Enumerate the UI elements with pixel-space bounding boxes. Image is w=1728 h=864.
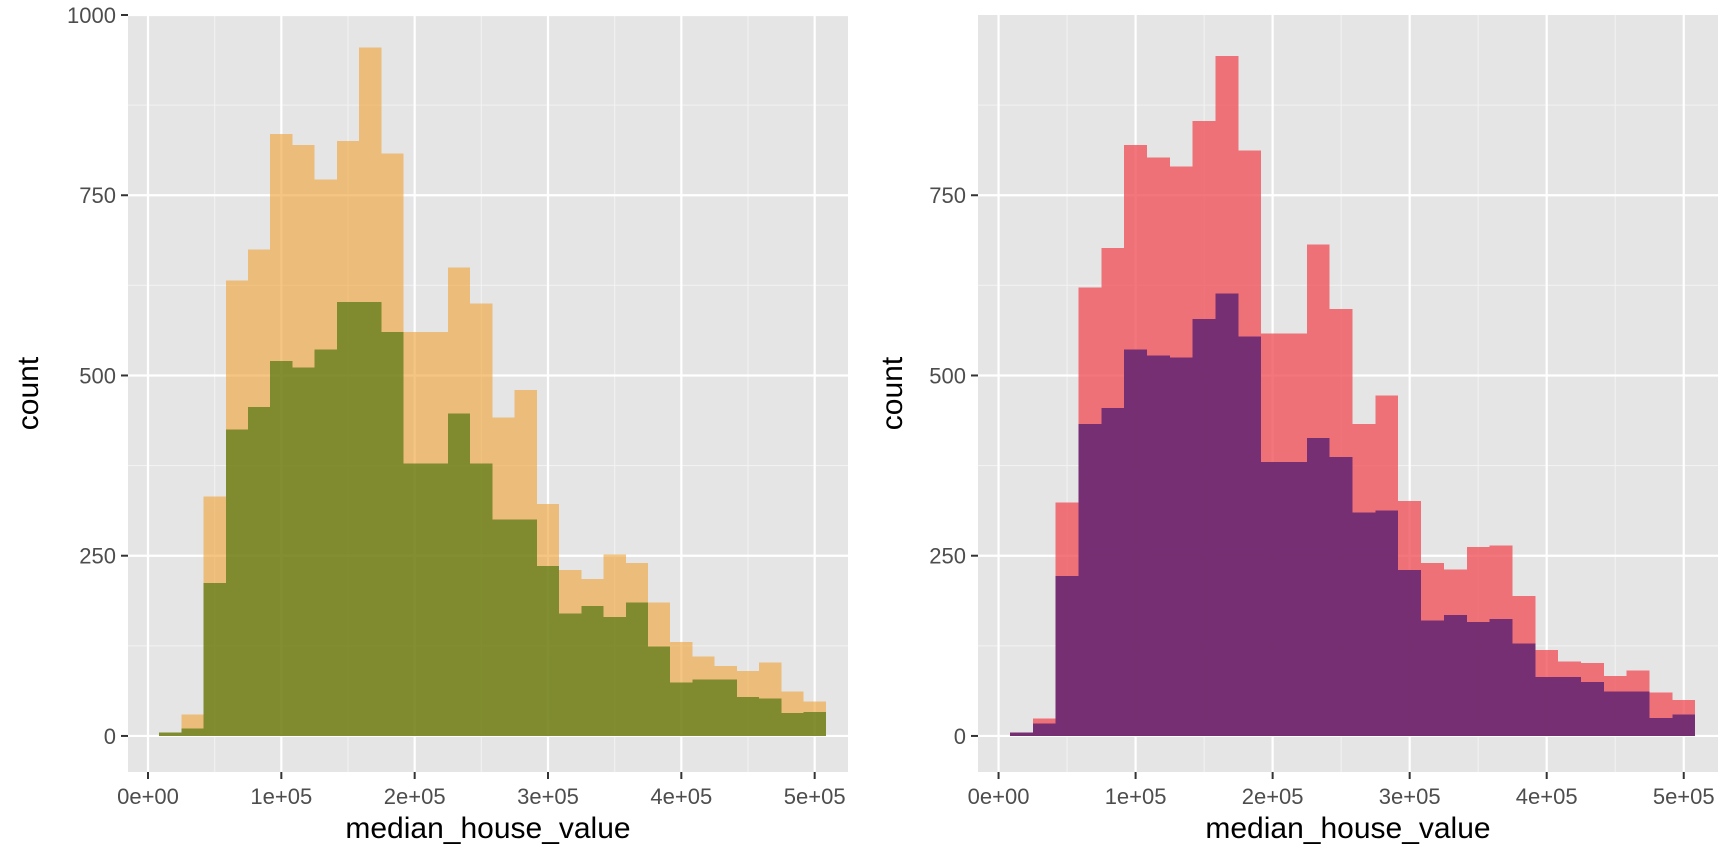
- histogram-bar: [403, 463, 426, 736]
- histogram-bar: [1626, 691, 1650, 736]
- histogram-bar: [359, 301, 382, 736]
- histogram-bar: [1215, 293, 1239, 736]
- histogram-bar: [803, 712, 826, 736]
- y-axis-title: count: [876, 356, 909, 430]
- histogram-bar: [1603, 691, 1627, 736]
- y-tick-label: 500: [929, 363, 966, 388]
- histogram-bar: [603, 616, 626, 736]
- histogram-bar: [581, 606, 604, 736]
- histogram-bar: [1261, 461, 1285, 736]
- histogram-bar: [1192, 319, 1216, 736]
- histogram-bar: [492, 519, 515, 736]
- histogram-bar: [714, 679, 737, 736]
- y-tick-label: 750: [929, 183, 966, 208]
- x-tick-label: 5e+05: [1653, 784, 1715, 809]
- histogram-bar: [448, 413, 471, 736]
- histogram-bar: [559, 613, 582, 736]
- y-tick-label: 1000: [67, 3, 116, 28]
- histogram-bar: [1124, 349, 1148, 736]
- histogram-bar: [1398, 570, 1422, 736]
- x-axis-title: median_house_value: [1205, 812, 1490, 845]
- x-tick-label: 0e+00: [117, 784, 179, 809]
- histogram-bar: [1055, 575, 1079, 736]
- histogram-bar: [470, 463, 493, 736]
- histogram-bar: [536, 565, 560, 736]
- histogram-bar: [225, 429, 248, 736]
- y-tick-label: 0: [954, 724, 966, 749]
- histogram-bar: [425, 463, 448, 736]
- histogram-bar: [314, 349, 337, 736]
- y-tick-label: 0: [104, 724, 116, 749]
- histogram-bar: [292, 367, 315, 736]
- histogram-bar: [159, 732, 182, 736]
- y-axis-title: count: [12, 356, 45, 430]
- histogram-bar: [625, 602, 648, 736]
- histogram-bar: [759, 698, 782, 736]
- histogram-bar: [381, 332, 404, 736]
- histogram-bar: [181, 728, 204, 736]
- x-tick-label: 0e+00: [968, 784, 1030, 809]
- histogram-panel-right: 0e+00 1e+05 2e+05 3e+05 4e+05 5e+05 0 250 500 750…: [876, 15, 1718, 845]
- histogram-bar: [1466, 622, 1490, 736]
- y-tick-label: 250: [79, 544, 116, 569]
- histogram-bar: [248, 407, 271, 736]
- histogram-bar: [1306, 438, 1330, 736]
- histogram-bar: [781, 712, 804, 736]
- histogram-bar: [648, 646, 671, 736]
- x-tick-label: 2e+05: [384, 784, 446, 809]
- histogram-bar: [736, 697, 760, 736]
- x-tick-label: 4e+05: [650, 784, 712, 809]
- x-tick-label: 5e+05: [784, 784, 846, 809]
- histogram-bar: [1443, 614, 1467, 736]
- histogram-bar: [1078, 423, 1102, 736]
- histogram-bar: [336, 301, 360, 736]
- histogram-bar: [1672, 714, 1696, 736]
- histogram-bar: [1284, 461, 1307, 736]
- histogram-bar: [1375, 510, 1399, 736]
- y-tick-label: 500: [79, 363, 116, 388]
- x-axis-title: median_house_value: [345, 812, 630, 845]
- histogram-bar: [1649, 717, 1673, 736]
- y-tick-label: 750: [79, 183, 116, 208]
- histogram-bar: [1512, 643, 1536, 736]
- histogram-bar: [270, 361, 293, 736]
- histogram-bar: [1329, 456, 1353, 736]
- histogram-bar: [1352, 512, 1376, 736]
- x-tick-label: 3e+05: [1379, 784, 1441, 809]
- y-tick-label: 250: [929, 544, 966, 569]
- histogram-bar: [1535, 676, 1559, 736]
- x-tick-label: 4e+05: [1516, 784, 1578, 809]
- histogram-bar: [1147, 355, 1170, 736]
- histogram-bar: [692, 679, 715, 736]
- x-tick-label: 1e+05: [250, 784, 312, 809]
- histogram-bar: [203, 583, 226, 736]
- histogram-bar: [670, 682, 693, 736]
- histogram-bar: [1580, 681, 1604, 736]
- histogram-panel-left: 0e+00 1e+05 2e+05 3e+05 4e+05 5e+05 0 250 500 750…: [12, 3, 848, 845]
- x-tick-label: 3e+05: [517, 784, 579, 809]
- histogram-bar: [1238, 336, 1262, 736]
- histogram-bar: [1101, 407, 1125, 736]
- x-tick-label: 2e+05: [1242, 784, 1304, 809]
- histogram-bar: [1558, 676, 1581, 736]
- histogram-bar: [1009, 732, 1033, 736]
- histogram-bar: [1421, 620, 1444, 736]
- histogram-bar: [1169, 357, 1193, 736]
- series-series-b: [1009, 293, 1696, 736]
- x-tick-label: 1e+05: [1105, 784, 1167, 809]
- histogram-bar: [1032, 723, 1056, 736]
- histogram-bar: [1489, 619, 1513, 736]
- histogram-bar: [514, 519, 537, 736]
- series-series-b: [159, 301, 826, 736]
